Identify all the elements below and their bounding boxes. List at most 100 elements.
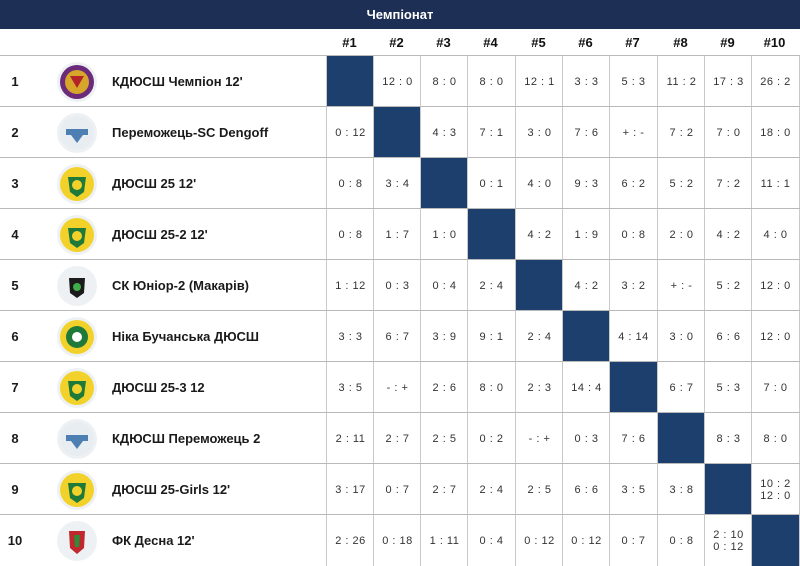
result-cell[interactable]: 4 : 0 (751, 209, 800, 260)
result-cell[interactable]: 3 : 8 (657, 464, 705, 515)
result-cell[interactable]: 14 : 4 (562, 362, 610, 413)
result-cell[interactable]: 4 : 2 (515, 209, 563, 260)
result-cell[interactable]: 7 : 2 (657, 107, 705, 158)
result-cell[interactable]: 3 : 2 (609, 260, 657, 311)
result-cell[interactable]: 8 : 0 (420, 56, 468, 107)
result-cell[interactable]: 3 : 4 (373, 158, 421, 209)
result-cell[interactable]: + : - (609, 107, 657, 158)
result-cell[interactable]: 5 : 3 (704, 362, 752, 413)
result-cell[interactable]: 7 : 0 (704, 107, 752, 158)
result-cell[interactable]: 7 : 2 (704, 158, 752, 209)
result-cell[interactable]: 0 : 8 (657, 515, 705, 566)
result-cell[interactable]: - : + (515, 413, 563, 464)
team-name[interactable]: Переможець-SC Dengoff (112, 125, 269, 140)
team-name[interactable]: ДЮСШ 25-2 12' (112, 227, 208, 242)
result-cell[interactable]: 2 : 0 (657, 209, 705, 260)
result-cell[interactable]: 6 : 7 (657, 362, 705, 413)
result-cell[interactable]: 17 : 3 (704, 56, 752, 107)
result-cell[interactable]: 2 : 10 0 : 12 (704, 515, 752, 566)
result-cell[interactable]: 7 : 6 (562, 107, 610, 158)
result-cell[interactable]: 6 : 7 (373, 311, 421, 362)
result-cell[interactable]: 2 : 4 (467, 464, 515, 515)
result-cell[interactable]: 6 : 6 (562, 464, 610, 515)
result-cell[interactable]: 3 : 5 (326, 362, 374, 413)
result-cell[interactable]: 8 : 0 (467, 56, 515, 107)
result-cell[interactable]: 18 : 0 (751, 107, 800, 158)
result-cell[interactable]: 2 : 5 (515, 464, 563, 515)
result-cell[interactable]: 0 : 4 (467, 515, 515, 566)
result-cell[interactable]: 0 : 8 (326, 209, 374, 260)
result-cell[interactable]: + : - (657, 260, 705, 311)
team-name[interactable]: Ніка Бучанська ДЮСШ (112, 329, 259, 344)
team-name[interactable]: КДЮСШ Чемпіон 12' (112, 74, 243, 89)
result-cell[interactable]: 3 : 3 (562, 56, 610, 107)
result-cell[interactable]: 0 : 8 (326, 158, 374, 209)
team-name[interactable]: СК Юніор-2 (Макарів) (112, 278, 250, 293)
result-cell[interactable]: 12 : 0 (751, 311, 800, 362)
result-cell[interactable]: 0 : 1 (467, 158, 515, 209)
result-cell[interactable]: - : + (373, 362, 421, 413)
result-cell[interactable]: 12 : 0 (751, 260, 800, 311)
result-cell[interactable]: 1 : 12 (326, 260, 374, 311)
result-cell[interactable]: 7 : 1 (467, 107, 515, 158)
result-cell[interactable]: 0 : 12 (515, 515, 563, 566)
result-cell[interactable]: 2 : 3 (515, 362, 563, 413)
team-name[interactable]: ФК Десна 12' (112, 533, 195, 548)
result-cell[interactable]: 0 : 3 (562, 413, 610, 464)
result-cell[interactable]: 3 : 3 (326, 311, 374, 362)
result-cell[interactable]: 4 : 3 (420, 107, 468, 158)
result-cell[interactable]: 0 : 18 (373, 515, 421, 566)
team-name[interactable]: ДЮСШ 25 12' (112, 176, 197, 191)
result-cell[interactable]: 8 : 3 (704, 413, 752, 464)
result-cell[interactable]: 1 : 9 (562, 209, 610, 260)
result-cell[interactable]: 2 : 4 (467, 260, 515, 311)
result-cell[interactable]: 11 : 1 (751, 158, 800, 209)
result-cell[interactable]: 9 : 3 (562, 158, 610, 209)
result-cell[interactable]: 2 : 7 (420, 464, 468, 515)
result-cell[interactable]: 2 : 26 (326, 515, 374, 566)
result-cell[interactable]: 8 : 0 (751, 413, 800, 464)
result-cell[interactable]: 3 : 0 (515, 107, 563, 158)
result-cell[interactable]: 5 : 2 (657, 158, 705, 209)
result-cell[interactable]: 2 : 6 (420, 362, 468, 413)
result-cell[interactable]: 2 : 11 (326, 413, 374, 464)
result-cell[interactable]: 0 : 12 (562, 515, 610, 566)
result-cell[interactable]: 0 : 3 (373, 260, 421, 311)
result-cell[interactable]: 5 : 3 (609, 56, 657, 107)
result-cell[interactable]: 1 : 7 (373, 209, 421, 260)
result-cell[interactable]: 4 : 2 (704, 209, 752, 260)
result-cell[interactable]: 0 : 2 (467, 413, 515, 464)
result-cell[interactable]: 4 : 0 (515, 158, 563, 209)
result-cell[interactable]: 12 : 0 (373, 56, 421, 107)
result-cell[interactable]: 1 : 0 (420, 209, 468, 260)
team-name[interactable]: ДЮСШ 25-Girls 12' (112, 482, 231, 497)
result-cell[interactable]: 6 : 2 (609, 158, 657, 209)
result-cell[interactable]: 0 : 12 (326, 107, 374, 158)
result-cell[interactable]: 3 : 5 (609, 464, 657, 515)
result-cell[interactable]: 2 : 4 (515, 311, 563, 362)
result-cell[interactable]: 7 : 6 (609, 413, 657, 464)
result-cell[interactable]: 2 : 7 (373, 413, 421, 464)
result-cell[interactable]: 8 : 0 (467, 362, 515, 413)
result-cell[interactable]: 6 : 6 (704, 311, 752, 362)
result-cell[interactable]: 11 : 2 (657, 56, 705, 107)
result-cell[interactable]: 0 : 4 (420, 260, 468, 311)
result-cell[interactable]: 12 : 1 (515, 56, 563, 107)
result-cell[interactable]: 3 : 17 (326, 464, 374, 515)
result-cell[interactable]: 0 : 8 (609, 209, 657, 260)
result-cell[interactable]: 4 : 2 (562, 260, 610, 311)
result-cell[interactable]: 3 : 0 (657, 311, 705, 362)
result-cell[interactable]: 9 : 1 (467, 311, 515, 362)
team-name[interactable]: КДЮСШ Переможець 2 (112, 431, 261, 446)
result-cell[interactable]: 10 : 2 12 : 0 (751, 464, 800, 515)
result-cell[interactable]: 26 : 2 (751, 56, 800, 107)
result-cell[interactable]: 7 : 0 (751, 362, 800, 413)
